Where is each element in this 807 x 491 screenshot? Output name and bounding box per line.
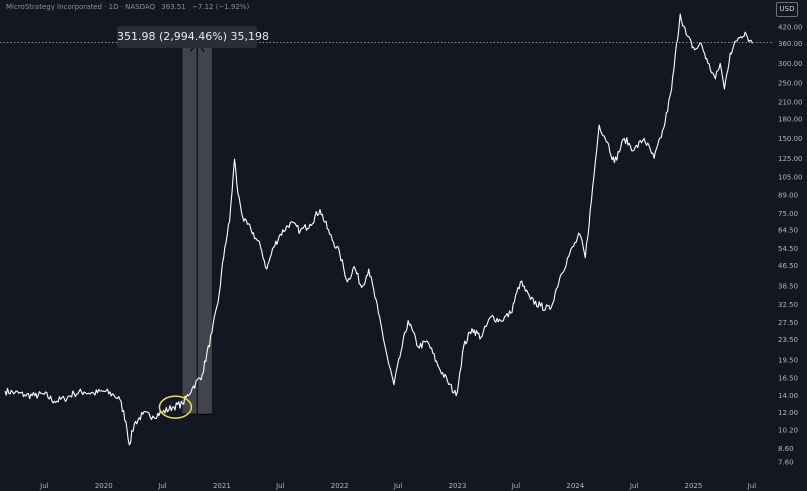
- x-tick-label: Jul: [393, 482, 403, 490]
- symbol-title: MicroStrategy Incorporated · 1D · NASDAQ: [6, 3, 156, 11]
- highlight-ellipse: [158, 395, 193, 419]
- measure-layer: [182, 41, 212, 415]
- price-axis[interactable]: 420.00 360.00 300.00 250.00 210.00 180.00 150.…: [778, 23, 803, 466]
- y-tick-label: 10.20: [778, 427, 798, 435]
- y-tick-label: 64.50: [778, 227, 798, 235]
- line-layer: [4, 13, 754, 446]
- x-tick-label: 2021: [213, 482, 231, 490]
- x-tick-label: 2025: [685, 482, 703, 490]
- currency-badge[interactable]: USD: [776, 2, 798, 17]
- x-tick-label: Jul: [747, 482, 757, 490]
- y-tick-label: 38.50: [778, 283, 798, 291]
- y-tick-label: 250.00: [778, 80, 803, 88]
- y-tick-label: 32.50: [778, 301, 798, 309]
- x-tick-label: 2024: [566, 482, 584, 490]
- x-tick-label: Jul: [275, 482, 285, 490]
- y-tick-label: 360.00: [778, 40, 803, 48]
- y-tick-label: 12.00: [778, 409, 798, 417]
- x-tick-label: Jul: [39, 482, 49, 490]
- y-tick-label: 54.50: [778, 245, 798, 253]
- y-tick-label: 300.00: [778, 60, 803, 68]
- y-tick-label: 23.50: [778, 336, 798, 344]
- y-tick-label: 46.50: [778, 262, 798, 270]
- price-series-line: [4, 13, 754, 446]
- y-tick-label: 14.00: [778, 392, 798, 400]
- y-tick-label: 89.00: [778, 192, 798, 200]
- x-tick-label: Jul: [157, 482, 167, 490]
- x-tick-label: Jul: [629, 482, 639, 490]
- measure-label: 351.98 (2,994.46%) 35,198: [117, 26, 269, 48]
- x-tick-label: Jul: [511, 482, 521, 490]
- x-tick-label: 2023: [449, 482, 467, 490]
- overlay-layer: [0, 42, 774, 419]
- y-tick-label: 75.00: [778, 210, 798, 218]
- y-tick-label: 125.00: [778, 155, 803, 163]
- last-price: 363.51: [161, 3, 186, 11]
- y-tick-label: 210.00: [778, 99, 803, 107]
- price-change: −7.12 (−1.92%): [192, 3, 250, 11]
- x-tick-label: 2022: [331, 482, 349, 490]
- y-tick-label: 150.00: [778, 135, 803, 143]
- y-tick-label: 27.50: [778, 319, 798, 327]
- y-tick-label: 16.50: [778, 374, 798, 382]
- y-tick-label: 8.60: [778, 445, 794, 453]
- y-tick-label: 19.50: [778, 356, 798, 364]
- y-tick-label: 420.00: [778, 23, 803, 31]
- x-tick-label: 2020: [95, 482, 113, 490]
- y-tick-label: 105.00: [778, 174, 803, 182]
- symbol-header: MicroStrategy Incorporated · 1D · NASDAQ…: [6, 3, 253, 11]
- y-tick-label: 180.00: [778, 115, 803, 123]
- time-axis[interactable]: Jul 2020 Jul 2021 Jul 2022 Jul 2023 Jul 2024 Jul 20…: [39, 482, 756, 490]
- y-tick-label: 7.60: [778, 458, 794, 466]
